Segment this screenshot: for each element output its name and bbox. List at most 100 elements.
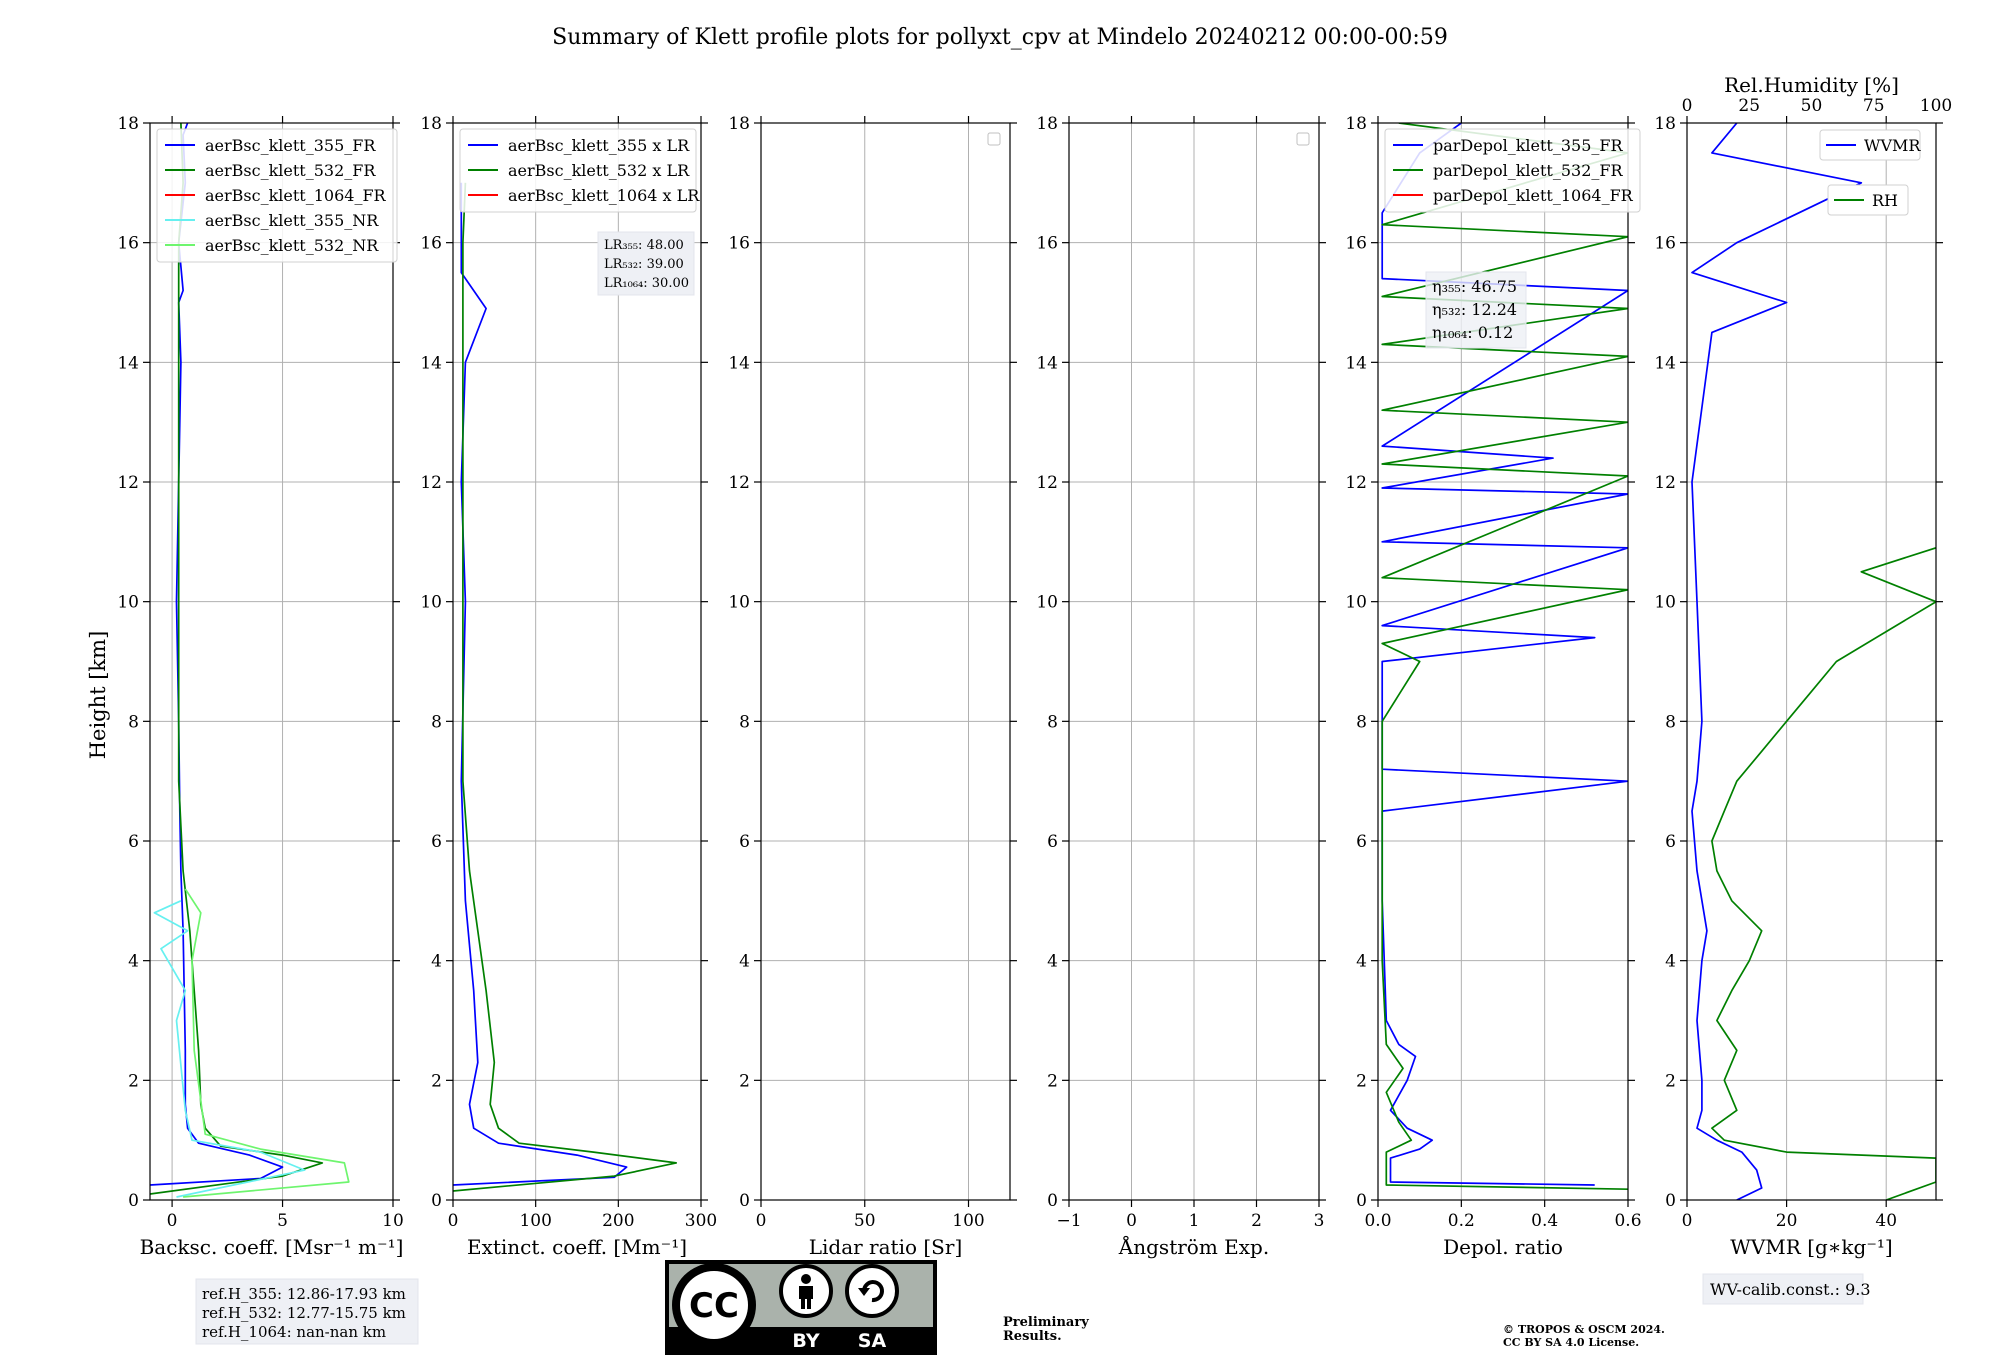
x-tick-label: 10 [382, 1211, 404, 1231]
panel-2: 0 2 4 6 8 10 12 14 16 18 0 100 200 300 Extinct. coeff.… [420, 114, 717, 1259]
empty-legend-box [987, 132, 1001, 146]
y-tick-label: 14 [1036, 353, 1058, 373]
y-tick-label: 10 [1654, 593, 1676, 613]
x-tick-label: 1 [1189, 1211, 1200, 1231]
y-tick-label: 18 [1036, 114, 1058, 134]
x-tick-label: 0.0 [1364, 1211, 1391, 1231]
y-tick-label: 2 [1665, 1071, 1676, 1091]
series-line-aerBsc_klett_532_NR [183, 888, 350, 1198]
cc-logo-icon [680, 1271, 748, 1339]
panel-6: 0 2 4 6 8 10 12 14 16 18 0 20 40 WVMR [g∗kg⁻¹] 0 25 50 75… [1654, 73, 1952, 1305]
x-axis-label: Extinct. coeff. [Mm⁻¹] [467, 1235, 687, 1259]
series-group [150, 123, 350, 1198]
x-axis-label: Ångström Exp. [1118, 1234, 1269, 1259]
copyright-line-2: CC BY SA 4.0 License. [1503, 1336, 1639, 1349]
lr-annotation: LR₅₃₂: 39.00 [604, 257, 684, 272]
y-tick-label: 14 [1654, 353, 1676, 373]
y-tick-label: 4 [1665, 952, 1676, 972]
y-tick-label: 0 [1665, 1191, 1676, 1211]
x-tick-label: 0.6 [1614, 1211, 1641, 1231]
legend-entry: aerBsc_klett_1064_FR [205, 186, 387, 205]
legend-box [1384, 128, 1641, 213]
y-tick-label: 6 [128, 832, 139, 852]
y-tick-label: 16 [1654, 234, 1676, 254]
y-tick-label: 12 [728, 473, 750, 493]
y-tick-label: 4 [739, 952, 750, 972]
y-tick-label: 18 [1654, 114, 1676, 134]
x-tick-label: 5 [277, 1211, 288, 1231]
y-tick-label: 4 [1356, 952, 1367, 972]
legend-entry: RH [1872, 191, 1898, 210]
x-tick-label: 0 [1126, 1211, 1137, 1231]
sa-share-alike-icon [845, 1264, 899, 1318]
x-tick-label: 0 [167, 1211, 178, 1231]
x-tick-label: 50 [854, 1211, 876, 1231]
y-tick-label: 10 [420, 593, 442, 613]
y-tick-label: 14 [420, 353, 442, 373]
panel-5: 0 2 4 6 8 10 12 14 16 18 0.0 0.2 0.4 0.6 Depol. ratio p… [1345, 114, 1641, 1259]
x-axis-label: Backsc. coeff. [Msr⁻¹ m⁻¹] [140, 1235, 404, 1259]
y-tick-label: 0 [431, 1191, 442, 1211]
series-line-parDepol_klett_532_FR [1381, 123, 1628, 1191]
legend-box [1827, 184, 1909, 216]
y-tick-label: 8 [128, 712, 139, 732]
eta-annotation: η₃₅₅: 46.75 [1432, 277, 1517, 296]
y-tick-label: 0 [128, 1191, 139, 1211]
x-tick-label: 0.4 [1531, 1211, 1558, 1231]
x-axis-label: Depol. ratio [1443, 1235, 1563, 1259]
y-tick-label: 16 [420, 234, 442, 254]
series-line-aerBsc_klett_355_FR [150, 123, 284, 1186]
by-text: BY [792, 1330, 819, 1352]
x-axis-label: WVMR [g∗kg⁻¹] [1730, 1235, 1892, 1259]
x-tick-label: 0 [448, 1211, 459, 1231]
y-tick-label: 8 [739, 712, 750, 732]
x-tick-label: 100 [952, 1211, 984, 1231]
series-line-RH [1711, 546, 1936, 1200]
y-tick-label: 6 [739, 832, 750, 852]
y-tick-label: 6 [1047, 832, 1058, 852]
top-tick-label: 50 [1801, 96, 1823, 116]
y-tick-label: 12 [1036, 473, 1058, 493]
series-line-aerBsc_klett_355 x LR [453, 182, 628, 1186]
y-tick-label: 4 [128, 952, 139, 972]
x-tick-label: −1 [1056, 1211, 1081, 1231]
x-tick-label: 0.2 [1448, 1211, 1475, 1231]
sa-text: SA [858, 1330, 887, 1352]
y-tick-label: 10 [117, 593, 139, 613]
ref-h-532: ref.H_532: 12.77-15.75 km [202, 1304, 406, 1322]
panel-frame [149, 122, 394, 1201]
x-tick-label: 40 [1875, 1211, 1897, 1231]
y-tick-label: 0 [1356, 1191, 1367, 1211]
cc-license-badge[interactable]: CC BY SA [665, 1260, 937, 1355]
series-line-aerBsc_klett_355_NR [153, 900, 306, 1198]
y-tick-label: 8 [1047, 712, 1058, 732]
x-tick-label: 0 [1682, 1211, 1693, 1231]
top-axis-label: Rel.Humidity [%] [1724, 73, 1899, 97]
y-tick-label: 16 [1345, 234, 1367, 254]
legend-entry: aerBsc_klett_532 x LR [508, 161, 690, 180]
y-tick-label: 10 [1345, 593, 1367, 613]
lr-annotation: LR₃₅₅: 48.00 [604, 238, 684, 253]
figure-title: Summary of Klett profile plots for polly… [552, 25, 1448, 50]
panel-frame [760, 122, 1011, 1201]
panel-frame [1686, 122, 1937, 1201]
lr-annotation: LR₁₀₆₄: 30.00 [604, 276, 689, 291]
preliminary-line-2: Results. [1003, 1329, 1062, 1344]
x-tick-label: 300 [685, 1211, 717, 1231]
y-tick-label: 8 [1356, 712, 1367, 732]
ref-height-box: ref.H_355: 12.86-17.93 km ref.H_532: 12.… [195, 1278, 419, 1345]
y-tick-label: 2 [739, 1071, 750, 1091]
y-tick-label: 6 [1665, 832, 1676, 852]
y-axis-label: Height [km] [86, 631, 110, 760]
y-tick-label: 18 [728, 114, 750, 134]
x-tick-label: 3 [1314, 1211, 1325, 1231]
y-tick-label: 14 [117, 353, 139, 373]
legend-entry: parDepol_klett_355_FR [1433, 136, 1624, 155]
series-line-aerBsc_klett_532 x LR [453, 182, 678, 1192]
y-tick-label: 14 [1345, 353, 1367, 373]
top-tick-label: 0 [1682, 96, 1693, 116]
y-tick-label: 2 [1047, 1071, 1058, 1091]
y-tick-label: 10 [728, 593, 750, 613]
